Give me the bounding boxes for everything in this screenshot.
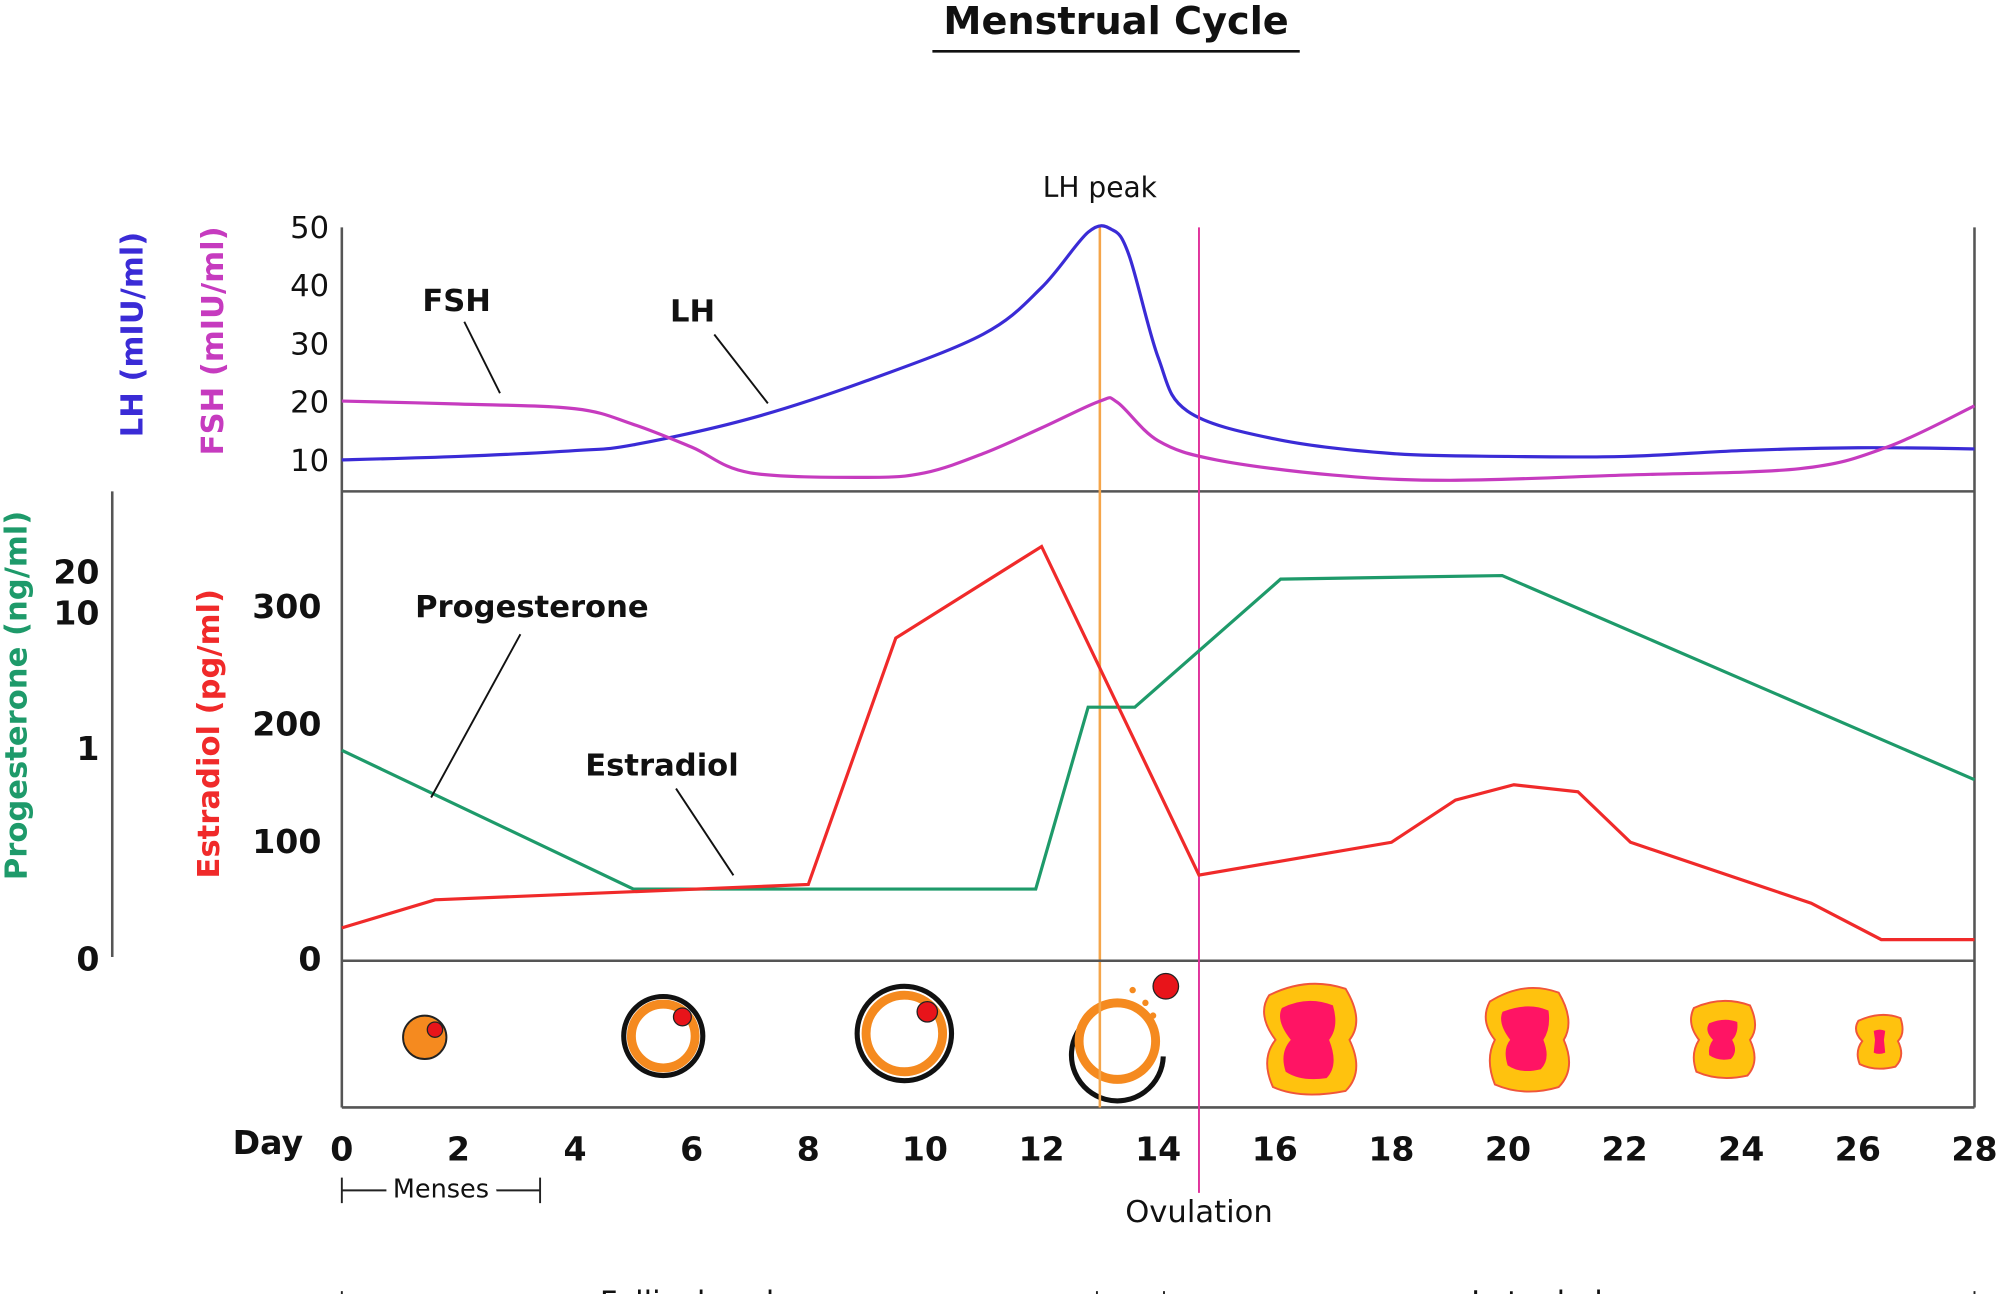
y2-axis-label: Progesterone (ng/ml) xyxy=(0,511,34,880)
y-axis-label: Estradiol (pg/ml) xyxy=(192,589,227,878)
y-tick-label: 10 xyxy=(290,444,329,479)
series-line xyxy=(341,224,1975,462)
x-tick-label: 10 xyxy=(902,1129,948,1168)
follicle-drawings xyxy=(402,972,1904,1104)
series-line xyxy=(341,544,1975,942)
label-pointer xyxy=(713,333,769,404)
phase-label: Luteal phase xyxy=(1471,1285,1667,1294)
annotation: Ovulation xyxy=(1125,1195,1273,1230)
y-tick-label: 50 xyxy=(290,211,329,246)
y-tick-label: 200 xyxy=(252,705,321,744)
x-tick-label: 14 xyxy=(1135,1129,1181,1168)
y-tick-label: 0 xyxy=(298,939,321,978)
y2-tick-label: 1 xyxy=(76,729,99,768)
y2-tick-label: 0 xyxy=(76,939,99,978)
annotation: LH peak xyxy=(1043,171,1158,204)
y-tick-label: 40 xyxy=(290,269,329,304)
x-tick-label: 6 xyxy=(680,1129,703,1168)
x-tick-label: 28 xyxy=(1951,1129,1997,1168)
x-tick-label: 26 xyxy=(1835,1129,1881,1168)
x-tick-label: 4 xyxy=(564,1129,587,1168)
series-label: FSH xyxy=(422,284,491,319)
y-tick-label: 30 xyxy=(290,327,329,362)
chart-title: Menstrual Cycle xyxy=(943,0,1288,44)
phase-label: Menses xyxy=(393,1174,489,1204)
x-tick-label: 16 xyxy=(1252,1129,1298,1168)
label-pointer xyxy=(430,633,522,798)
x-tick-label: 22 xyxy=(1602,1129,1648,1168)
x-tick-label: 20 xyxy=(1485,1129,1531,1168)
y2-tick-label: 10 xyxy=(53,593,99,632)
x-tick-label: 0 xyxy=(330,1129,353,1168)
x-tick-label: 12 xyxy=(1018,1129,1064,1168)
y-tick-label: 300 xyxy=(252,587,321,626)
label-pointer xyxy=(463,321,501,394)
y-axis-label: LH (mIU/ml) xyxy=(115,232,150,437)
y-tick-label: 20 xyxy=(290,386,329,421)
label-pointer xyxy=(675,788,735,876)
x-tick-label: 24 xyxy=(1718,1129,1764,1168)
y2-tick-label: 20 xyxy=(53,552,99,591)
series-label: Estradiol xyxy=(585,748,738,783)
y2-axis-label: FSH (mIU/ml) xyxy=(196,226,231,455)
y-tick-label: 100 xyxy=(252,822,321,861)
frame xyxy=(110,227,1976,1109)
x-tick-label: 18 xyxy=(1368,1129,1414,1168)
phase-label: Follicular phase xyxy=(600,1285,839,1294)
series-label: LH xyxy=(670,294,715,329)
x-axis-label: Day xyxy=(233,1123,304,1162)
x-tick-label: 2 xyxy=(447,1129,470,1168)
x-tick-label: 8 xyxy=(797,1129,820,1168)
series-line xyxy=(341,396,1976,482)
series-label: Progesterone xyxy=(415,590,649,625)
